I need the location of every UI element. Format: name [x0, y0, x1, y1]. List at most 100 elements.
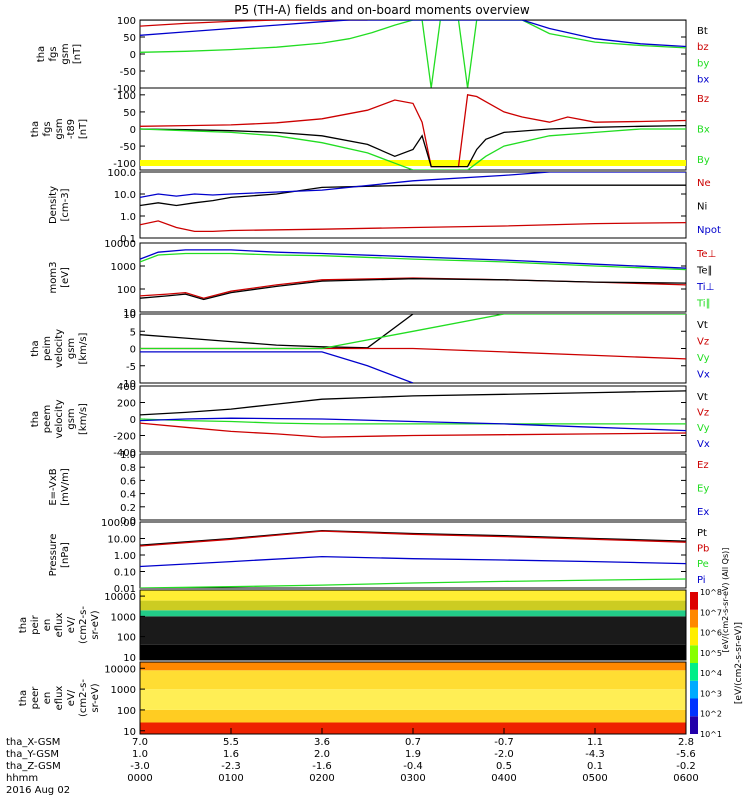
panel-frame — [139, 385, 687, 453]
x-axis-value: 2.0 — [314, 749, 330, 760]
y-tick-label: 0 — [130, 345, 136, 356]
ylabel-line: tha — [30, 121, 41, 137]
ylabel-line: -t89 — [66, 119, 77, 139]
y-tick-label: 0.2 — [120, 503, 136, 514]
series-line-Te∥ — [140, 278, 686, 301]
ylabel-line: peim — [42, 336, 53, 361]
ylabel-line: tha — [30, 340, 41, 356]
panel-temperature: mom3 [eV] 10 100 1000 10000 Te⊥ Te∥ Ti⊥ Ti∥ — [48, 239, 716, 319]
ylabel-line: velocity — [54, 329, 65, 368]
spectrogram-band — [140, 600, 686, 611]
y-tick-label: 10 — [123, 727, 136, 738]
y-tick-label: -10 — [120, 379, 136, 390]
legend-label: bz — [697, 42, 709, 53]
x-axis-value: 0.1 — [587, 761, 603, 772]
panel-frame — [139, 19, 687, 89]
series-line-bx — [140, 20, 686, 48]
spectrogram-band — [140, 670, 686, 690]
legend-label: Vt — [697, 320, 708, 331]
x-axis-value: -3.0 — [130, 761, 150, 772]
legend-label: Ne — [697, 178, 711, 189]
panel-efield: E=-VxB [mV/m] 0.0 0.2 0.4 0.6 0.8 1.0 Ez Ey Ex — [48, 450, 709, 527]
series-group — [140, 94, 686, 170]
y-tick-label: 1.0 — [120, 212, 136, 223]
ylabel-line: gsm — [66, 338, 77, 359]
y-tick-label: 100.00 — [101, 518, 136, 529]
legend-label: Vt — [697, 392, 708, 403]
y-tick-label: 1000 — [111, 685, 136, 696]
y-tick-label: 1000 — [111, 262, 136, 273]
series-line-Pt — [140, 529, 686, 546]
ylabel-line: tha — [18, 690, 29, 706]
x-axis-value: 0.7 — [405, 737, 421, 748]
ylabel-line: peir — [30, 614, 41, 634]
legend-label: Bx — [697, 125, 710, 136]
x-axis-row-label: hhmm — [6, 773, 38, 784]
legend-label: Vz — [697, 408, 709, 419]
legend-label: Vx — [697, 439, 710, 450]
x-axis-value: 0300 — [400, 773, 425, 784]
ylabel-line: [eV] — [60, 267, 71, 288]
legend-label: Pe — [697, 559, 709, 570]
y-tick-label: 50 — [123, 108, 136, 119]
legend-label: Bz — [697, 94, 709, 105]
colorbar-segment — [690, 663, 698, 681]
panel-frame — [139, 589, 687, 661]
x-axis-value: 1.1 — [587, 737, 603, 748]
x-axis-value: 0000 — [127, 773, 152, 784]
x-axis-value: 1.0 — [132, 749, 148, 760]
series-line-Vz — [140, 422, 686, 438]
series-line-Vt — [140, 314, 414, 349]
panel-peem-velocity: tha peem velocity gsm [km/s] -400 -200 0 200 400 V… — [30, 382, 710, 459]
series-line-Vy — [140, 418, 686, 425]
colorbar-segment — [690, 716, 698, 734]
series-line-Vx — [140, 351, 414, 383]
panel-frame — [139, 87, 687, 171]
y-tick-label: 0.01 — [114, 584, 136, 595]
legend-label: Pi — [697, 575, 706, 586]
x-axis-value: -2.0 — [494, 749, 514, 760]
y-tick-label: 10000 — [104, 592, 136, 603]
x-axis-value: -0.4 — [403, 761, 423, 772]
series-line-By — [140, 128, 686, 170]
y-tick-label: 0.10 — [114, 568, 136, 579]
y-tick-label: 10 — [123, 308, 136, 319]
series-group — [140, 529, 686, 588]
ylabel-line: en — [42, 619, 53, 632]
legend-label: Ti∥ — [696, 299, 711, 310]
series-group — [140, 314, 686, 383]
series-line-Vy — [140, 314, 686, 350]
panel-peim-velocity: tha peim velocity gsm [km/s] -10 -5 0 5 10 Vt Vz Vy V… — [30, 310, 710, 390]
y-tick-label: 100 — [117, 633, 136, 644]
series-group — [140, 20, 686, 88]
x-axis-value: 0100 — [218, 773, 243, 784]
panel-pressure: Pressure [nPa] 0.01 0.10 1.00 10.00 100.00 Pt Pb… — [48, 518, 709, 595]
ylabel-line: [nT] — [72, 44, 83, 64]
legend-label: Ey — [697, 483, 709, 494]
y-tick-label: 100.0 — [107, 168, 136, 179]
y-tick-label: 1.0 — [120, 450, 136, 461]
x-axis-value: 0600 — [673, 773, 698, 784]
colorbar-segment — [690, 698, 698, 717]
legend-label: Vy — [697, 353, 710, 364]
series-line-Ti⊥ — [140, 249, 686, 269]
ylabel-line: fgs — [42, 121, 53, 136]
ylabel-line: mom3 — [48, 262, 59, 294]
colorbar-segment — [690, 609, 698, 628]
y-tick-label: 10000 — [104, 239, 136, 250]
ylabel-line: tha — [36, 46, 47, 62]
panel-peir-eflux: tha peir en eflux eV/(cm2-s-sr-eV) 10 100 1000 1… — [18, 589, 687, 664]
y-tick-label: 10.00 — [107, 535, 136, 546]
legend-label: By — [697, 155, 710, 166]
spectrogram-band — [140, 590, 686, 601]
y-tick-label: 10000 — [104, 664, 136, 675]
ylabel-line: [nPa] — [60, 542, 71, 568]
series-line-Pe — [140, 578, 686, 588]
ylabel-line: gsm — [66, 408, 77, 429]
y-tick-label: 100 — [117, 706, 136, 717]
y-tick-label: -50 — [120, 142, 136, 153]
y-tick-label: 10.0 — [114, 190, 136, 201]
y-tick-label: -400 — [113, 448, 136, 459]
series-line-Pb — [140, 530, 686, 547]
